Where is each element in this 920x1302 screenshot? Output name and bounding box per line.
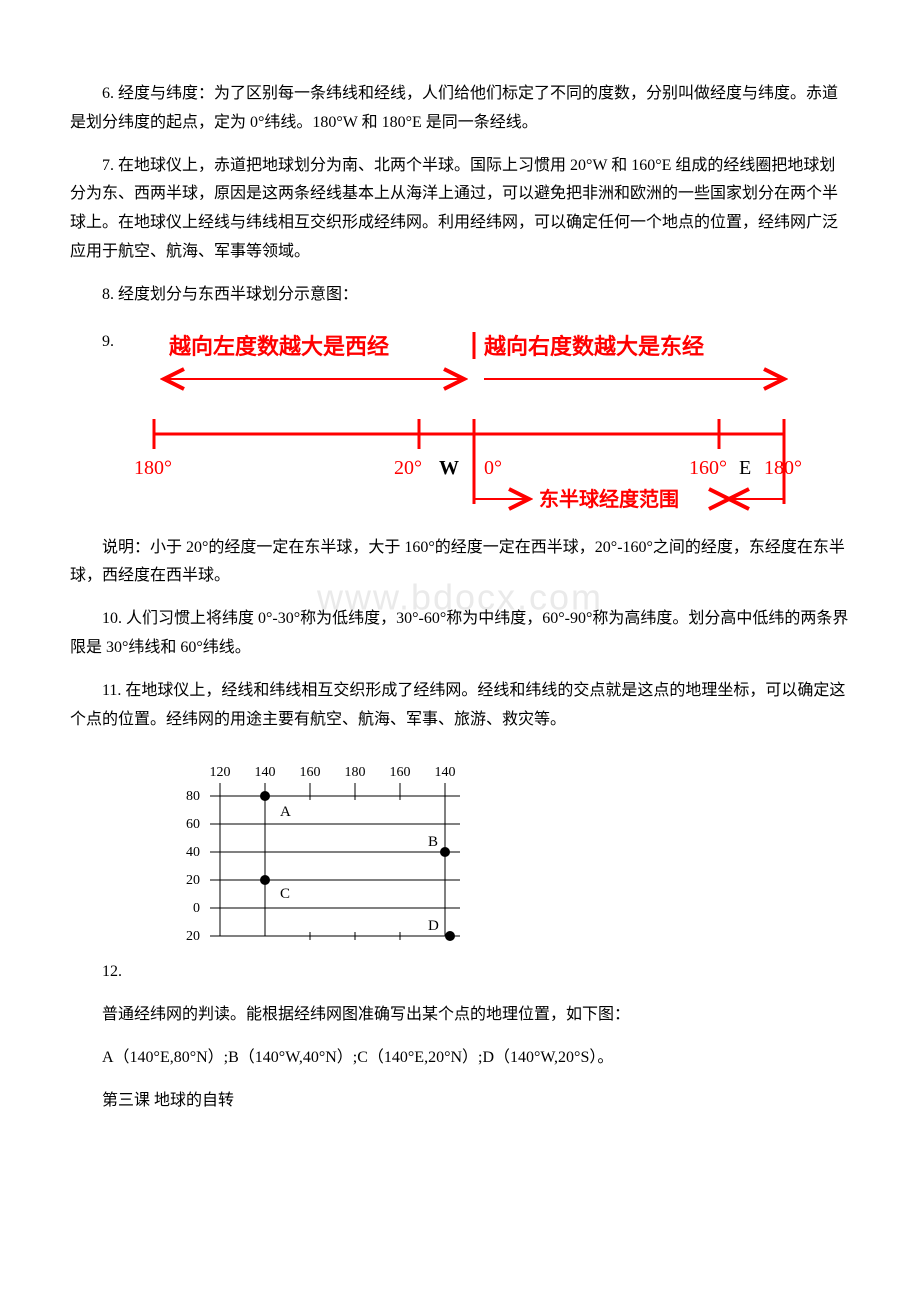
point-b <box>440 847 450 857</box>
paragraph-9-label: 9. <box>70 324 114 357</box>
row-label-4: 0 <box>193 901 200 916</box>
label-0: 0° <box>484 457 502 479</box>
label-w: W <box>439 457 459 479</box>
col-label-5: 140 <box>435 765 456 780</box>
paragraph-12c: 第三课 地球的自转 <box>70 1087 850 1116</box>
paragraph-9-explain: 说明：小于 20°的经度一定在东半球，大于 160°的经度一定在西半球，20°-… <box>70 534 850 592</box>
diagram-text-right: 越向右度数越大是东经 <box>483 334 704 359</box>
diagram-text-left: 越向左度数越大是西经 <box>168 334 389 359</box>
paragraph-12a: 普通经纬网的判读。能根据经纬网图准确写出某个点的地理位置，如下图： <box>70 1001 850 1030</box>
row-label-5: 20 <box>186 929 200 944</box>
col-label-1: 140 <box>255 765 276 780</box>
row-label-1: 60 <box>186 817 200 832</box>
paragraph-12b: A（140°E,80°N）;B（140°W,40°N）;C（140°E,20°N… <box>70 1044 850 1073</box>
point-d-label: D <box>428 918 439 934</box>
paragraph-12-label: 12. <box>70 958 850 987</box>
row-label-2: 40 <box>186 845 200 860</box>
col-label-2: 160 <box>300 765 321 780</box>
point-c <box>260 875 270 885</box>
grid-diagram: 120 140 160 180 160 140 80 60 40 20 0 20… <box>160 758 500 958</box>
col-label-3: 180 <box>345 765 366 780</box>
paragraph-8: 8. 经度划分与东西半球划分示意图： <box>70 281 850 310</box>
hemisphere-diagram: 越向左度数越大是西经 越向右度数越大是东经 180° 20° W 0° 160°… <box>114 324 814 524</box>
label-180-left: 180° <box>134 457 172 479</box>
point-c-label: C <box>280 886 290 902</box>
col-label-4: 160 <box>390 765 411 780</box>
point-a <box>260 791 270 801</box>
paragraph-11: 11. 在地球仪上，经线和纬线相互交织形成了经纬网。经线和纬线的交点就是这点的地… <box>70 677 850 735</box>
paragraph-6: 6. 经度与纬度：为了区别每一条纬线和经线，人们给他们标定了不同的度数，分别叫做… <box>70 80 850 138</box>
label-160: 160° <box>689 457 727 479</box>
paragraph-7: 7. 在地球仪上，赤道把地球划分为南、北两个半球。国际上习惯用 20°W 和 1… <box>70 152 850 267</box>
diagram-bottom-text: 东半球经度范围 <box>539 487 679 511</box>
col-label-0: 120 <box>210 765 231 780</box>
point-a-label: A <box>280 804 291 820</box>
label-e: E <box>739 457 751 479</box>
point-d <box>445 931 455 941</box>
label-20: 20° <box>394 457 422 479</box>
row-label-3: 20 <box>186 873 200 888</box>
paragraph-10: 10. 人们习惯上将纬度 0°-30°称为低纬度，30°-60°称为中纬度，60… <box>70 605 850 663</box>
point-b-label: B <box>428 834 438 850</box>
label-180-right: 180° <box>764 457 802 479</box>
row-label-0: 80 <box>186 789 200 804</box>
